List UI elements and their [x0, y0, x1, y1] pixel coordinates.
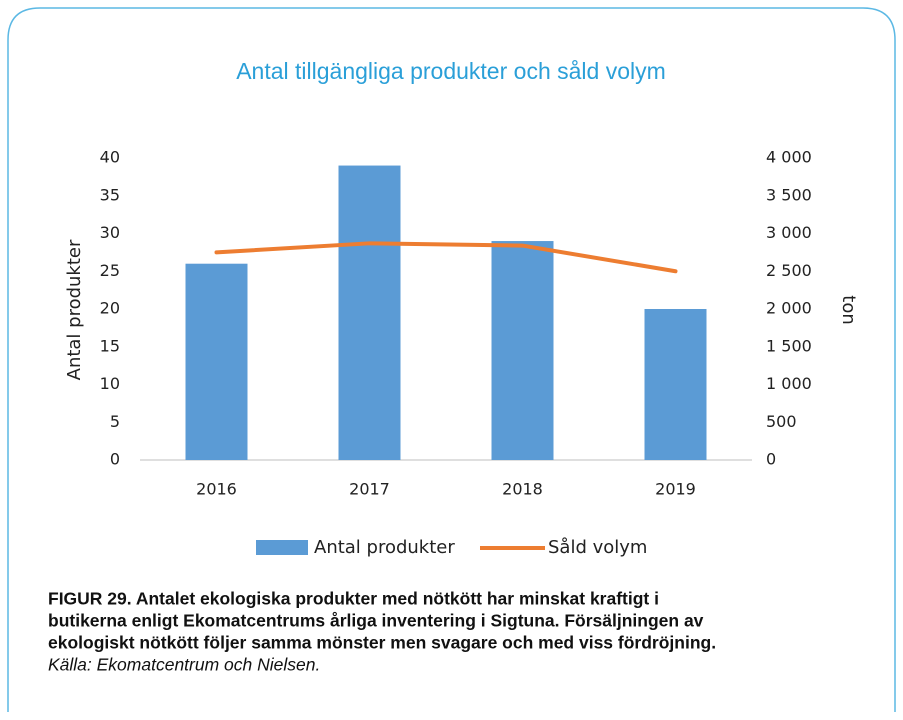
line	[214, 241, 678, 274]
y-axis-label: Antal produkter	[64, 239, 85, 380]
x-tick-label: 2019	[655, 480, 696, 499]
bar	[338, 165, 401, 461]
x-tick-label: 2016	[196, 480, 237, 499]
bar	[491, 241, 554, 460]
y2-tick-label: 4 000	[766, 148, 812, 167]
y-tick-label: 40	[100, 148, 120, 167]
y-tick-label: 15	[100, 336, 120, 355]
y2-tick-label: 0	[766, 450, 776, 469]
legend-swatch	[256, 540, 308, 555]
y-tick-label: 30	[100, 223, 120, 242]
y2-tick-label: 1 000	[766, 374, 812, 393]
y2-tick-label: 3 000	[766, 223, 812, 242]
bar	[644, 309, 707, 460]
caption: butikerna enligt Ekomatcentrums årliga i…	[48, 611, 704, 631]
frame	[7, 7, 896, 712]
y2-axis-label: ton	[838, 295, 859, 324]
y-tick-label: 10	[100, 374, 120, 393]
y2-tick-label: 500	[766, 412, 797, 431]
y2-tick-label: 2 000	[766, 299, 812, 318]
y-tick-label: 5	[110, 412, 120, 431]
caption: FIGUR 29. Antalet ekologiska produkter m…	[48, 589, 659, 609]
y-tick-label: 25	[100, 261, 120, 280]
y-tick-label: 35	[100, 185, 120, 204]
chart-title: Antal tillgängliga produkter och såld vo…	[236, 58, 666, 84]
y-tick-label: 20	[100, 299, 120, 318]
bar	[185, 263, 248, 460]
y2-tick-label: 3 500	[766, 185, 812, 204]
legend-label: Såld volym	[548, 537, 647, 558]
y2-tick-label: 1 500	[766, 336, 812, 355]
y2-tick-label: 2 500	[766, 261, 812, 280]
caption: ekologiskt nötkött följer samma mönster …	[48, 633, 716, 653]
source: Källa: Ekomatcentrum och Nielsen.	[48, 655, 320, 675]
x-tick-label: 2018	[502, 480, 543, 499]
x-tick-label: 2017	[349, 480, 390, 499]
y-tick-label: 0	[110, 450, 120, 469]
legend-label: Antal produkter	[314, 537, 455, 558]
